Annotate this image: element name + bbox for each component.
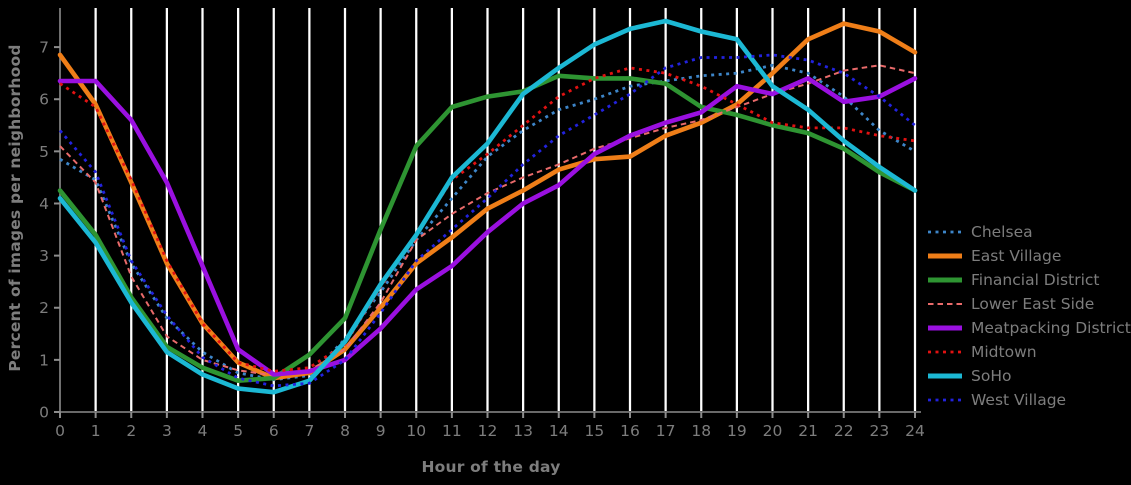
x-tick-label: 19: [727, 422, 747, 440]
series-line-west-village: [58, 53, 916, 388]
y-tick-label: 6: [39, 91, 49, 109]
meatpacking-district-legend-line: [928, 325, 962, 331]
legend-item-midtown: Midtown: [927, 340, 1131, 364]
x-tick-label: 24: [905, 422, 925, 440]
y-tick-label: 3: [39, 247, 49, 265]
y-tick-labels: 0 1 2 3 4 5 6 7: [39, 39, 60, 422]
legend: Chelsea East Village Financial District Low…: [927, 220, 1131, 412]
x-tick-label: 17: [656, 422, 676, 440]
y-tick-label: 4: [39, 195, 49, 213]
y-tick-label: 5: [39, 143, 49, 161]
lower-east-side-legend-line: [928, 303, 962, 305]
series-line-chelsea: [59, 63, 916, 382]
legend-item-meatpacking-district: Meatpacking District: [927, 316, 1131, 340]
x-tick-label: 21: [798, 422, 818, 440]
legend-label: Chelsea: [971, 223, 1033, 241]
legend-item-chelsea: Chelsea: [927, 220, 1131, 244]
y-axis-title: Percent of images per neighborhood: [6, 44, 24, 372]
x-tick-label: 23: [870, 422, 890, 440]
x-tick-label: 3: [162, 422, 172, 440]
x-axis-title: Hour of the day: [421, 458, 561, 476]
legend-item-soho: SoHo: [927, 364, 1131, 388]
series-line-east-village: [57, 21, 918, 381]
y-tick-label: 0: [39, 404, 49, 422]
x-tick-label: 22: [834, 422, 854, 440]
x-tick-label: 8: [340, 422, 350, 440]
west-village-legend-line: [928, 398, 962, 402]
legend-label: Financial District: [971, 271, 1100, 289]
legend-item-east-village: East Village: [927, 244, 1131, 268]
east-village-legend-line: [928, 253, 962, 259]
x-tick-label: 1: [91, 422, 101, 440]
financial-district-legend-line: [928, 277, 962, 283]
x-tick-label: 12: [478, 422, 498, 440]
legend-label: Meatpacking District: [971, 319, 1131, 337]
x-tick-label: 0: [55, 422, 65, 440]
x-tick-label: 10: [406, 422, 426, 440]
legend-label: Lower East Side: [971, 295, 1095, 313]
midtown-legend-line: [928, 350, 962, 354]
x-tick-label: 5: [233, 422, 243, 440]
legend-label: SoHo: [971, 367, 1012, 385]
x-tick-label: 6: [269, 422, 279, 440]
x-tick-label: 9: [376, 422, 386, 440]
x-tick-label: 2: [126, 422, 136, 440]
chelsea-legend-line: [928, 230, 962, 234]
series-line-soho: [57, 18, 918, 395]
x-tick-label: 16: [620, 422, 640, 440]
x-tick-label: 15: [585, 422, 605, 440]
series-line-meatpacking-district: [57, 76, 918, 377]
series-line-financial-district: [57, 73, 918, 384]
legend-label: West Village: [971, 391, 1067, 409]
x-tick-label: 14: [549, 422, 569, 440]
series-line-midtown: [59, 66, 916, 373]
y-tick-label: 1: [39, 351, 49, 369]
legend-label: East Village: [971, 247, 1062, 265]
x-tick-labels: 0 1 2 3 4 5 6 7 8 9 10 11 12 13 14 15 16 17 18 19 20 21 22 23 24: [55, 412, 925, 440]
gridlines: [94, 8, 917, 411]
y-tick-label: 2: [39, 299, 49, 317]
legend-item-west-village: West Village: [927, 388, 1131, 412]
legend-item-financial-district: Financial District: [927, 268, 1131, 292]
x-tick-label: 11: [442, 422, 462, 440]
x-tick-label: 13: [513, 422, 533, 440]
x-tick-label: 4: [198, 422, 208, 440]
y-tick-label: 7: [39, 39, 49, 57]
x-tick-label: 20: [763, 422, 783, 440]
soho-legend-line: [928, 373, 962, 379]
legend-label: Midtown: [971, 343, 1037, 361]
legend-item-lower-east-side: Lower East Side: [927, 292, 1131, 316]
x-tick-label: 18: [691, 422, 711, 440]
x-tick-label: 7: [304, 422, 314, 440]
